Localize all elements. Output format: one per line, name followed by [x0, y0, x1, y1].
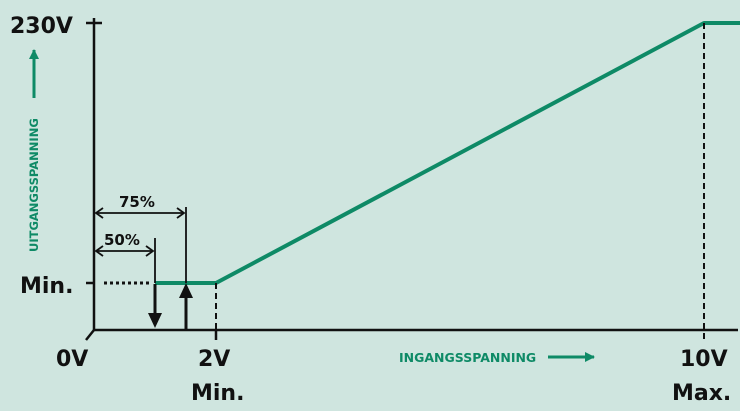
output-curve	[155, 21, 740, 285]
dimension-50pct	[94, 245, 155, 257]
x-axis-title: INGANGSSPANNING	[399, 350, 536, 365]
y-axis-title: UITGANGSSPANNING	[27, 118, 41, 252]
label-50pct: 50%	[104, 231, 140, 249]
switch-off-arrow	[148, 284, 162, 328]
x-label-10v: 10V	[680, 347, 728, 372]
axis-corner-tick	[85, 329, 95, 341]
y-label-230v: 230V	[10, 14, 73, 39]
switch-on-arrow	[179, 283, 193, 330]
label-75pct: 75%	[119, 193, 155, 211]
x-label-0v: 0V	[56, 347, 88, 372]
x-label-2v-min: Min.	[191, 381, 244, 406]
y-label-min: Min.	[20, 274, 73, 299]
x-label-10v-max: Max.	[672, 381, 731, 406]
dimension-75pct	[94, 207, 186, 219]
x-label-2v: 2V	[198, 347, 230, 372]
